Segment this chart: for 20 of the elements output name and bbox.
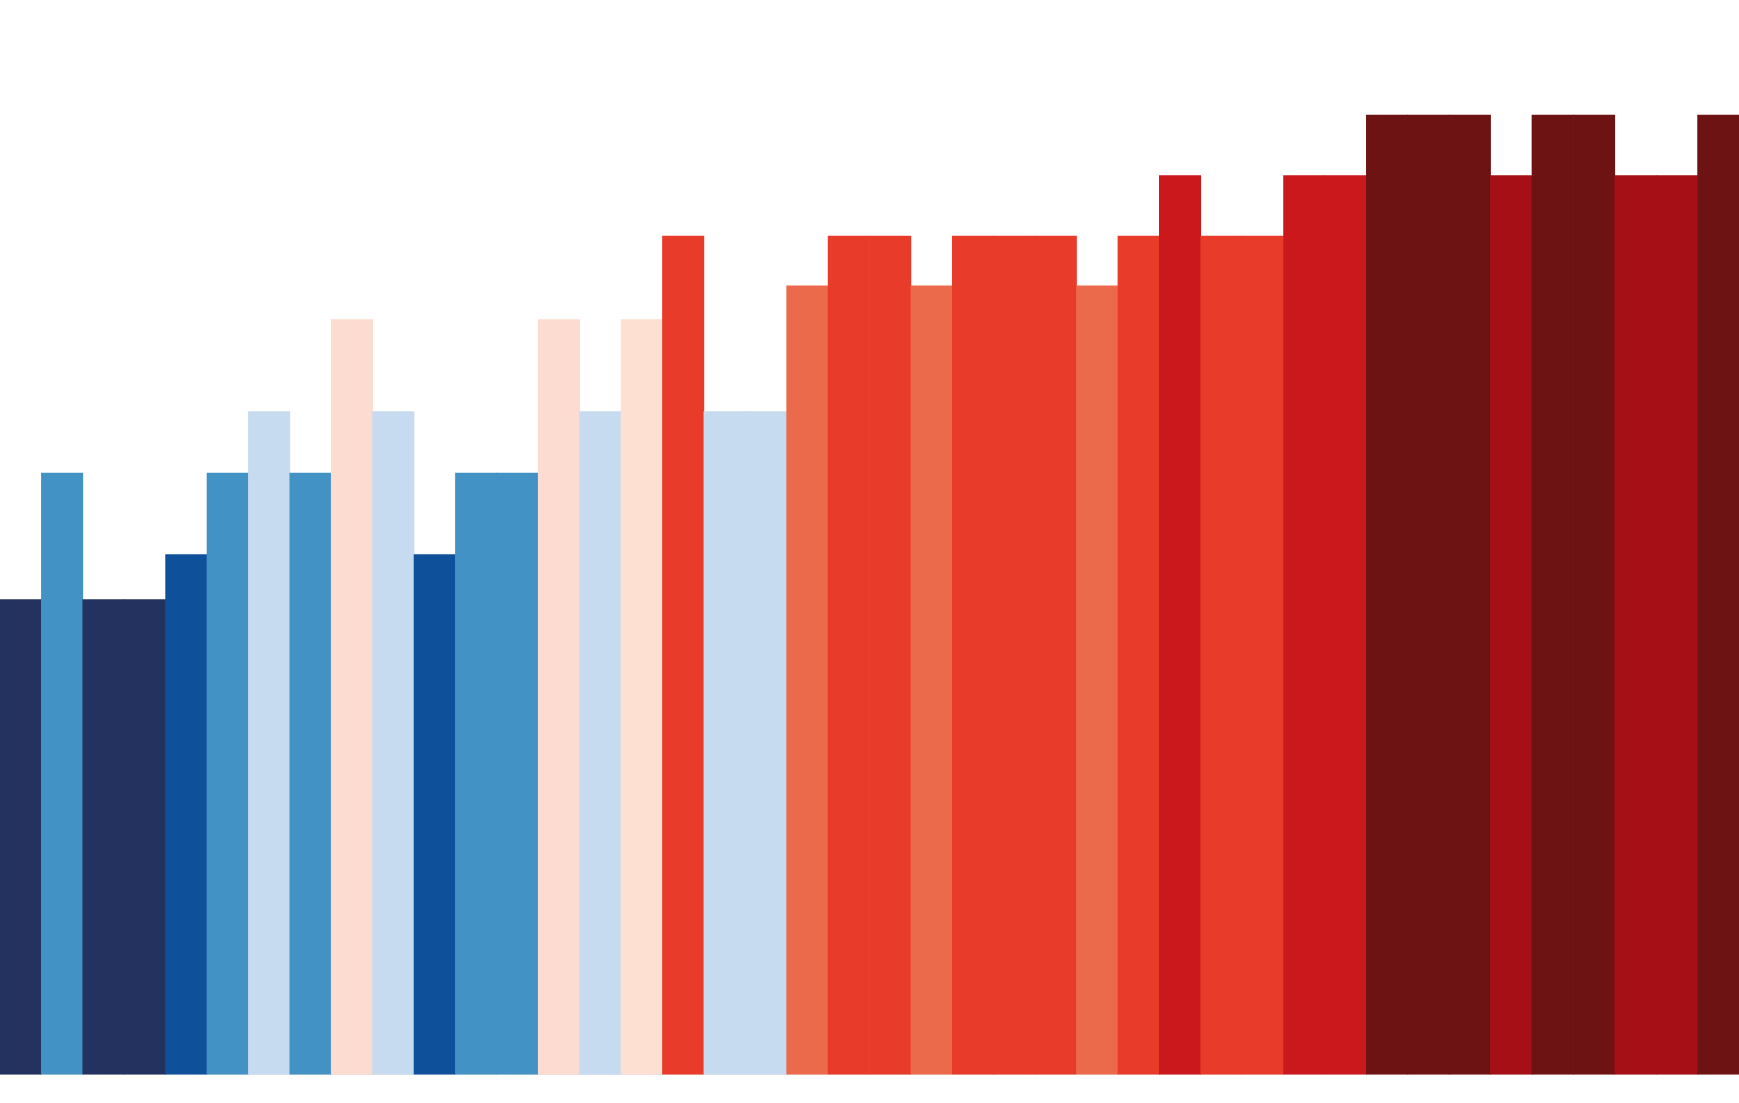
bar — [0, 599, 42, 1075]
bar — [579, 411, 622, 1075]
bar — [206, 472, 249, 1075]
bar — [165, 554, 208, 1075]
bar — [413, 554, 456, 1075]
bar — [662, 235, 705, 1075]
bar — [289, 472, 332, 1075]
bar — [1697, 114, 1739, 1075]
bar — [537, 319, 580, 1075]
bar — [620, 319, 663, 1075]
bar — [248, 411, 291, 1075]
bar — [330, 319, 373, 1075]
bar — [1159, 175, 1202, 1075]
bar — [910, 285, 953, 1075]
bar — [1076, 285, 1119, 1075]
bar — [1117, 235, 1160, 1075]
bar — [372, 411, 415, 1075]
bar — [41, 472, 84, 1075]
bar — [786, 285, 829, 1075]
bar — [1490, 175, 1533, 1075]
